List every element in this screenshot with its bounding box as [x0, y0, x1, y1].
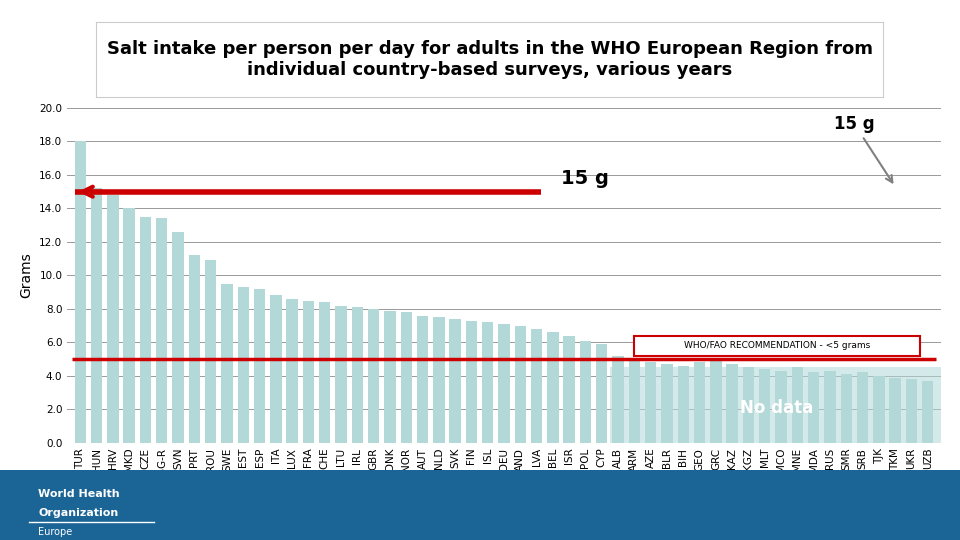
Bar	[776, 371, 787, 443]
Bar	[221, 284, 232, 443]
Bar	[400, 312, 412, 443]
Bar	[759, 369, 771, 443]
Bar	[319, 302, 330, 443]
Bar	[140, 217, 151, 443]
Bar	[890, 377, 900, 443]
Bar	[482, 322, 493, 443]
Bar	[694, 362, 706, 443]
Bar	[661, 364, 673, 443]
Bar	[351, 307, 363, 443]
Bar	[857, 373, 868, 443]
Bar	[188, 255, 200, 443]
Bar	[75, 141, 86, 443]
Bar	[922, 381, 933, 443]
Bar	[108, 195, 118, 443]
Bar	[645, 362, 657, 443]
Bar	[466, 321, 477, 443]
X-axis label: Country: Country	[473, 479, 535, 493]
Bar	[417, 315, 428, 443]
Bar	[515, 326, 526, 443]
Bar	[433, 317, 444, 443]
Text: WHO/FAO RECOMMENDATION - <5 grams: WHO/FAO RECOMMENDATION - <5 grams	[684, 341, 870, 350]
Bar	[449, 319, 461, 443]
Text: 15 g: 15 g	[561, 170, 609, 188]
Bar	[874, 376, 884, 443]
Bar	[91, 188, 103, 443]
Bar	[237, 287, 249, 443]
Bar	[825, 371, 835, 443]
Bar	[384, 310, 396, 443]
Bar	[156, 219, 167, 443]
Bar	[710, 361, 722, 443]
Text: No data: No data	[740, 399, 814, 417]
Text: Organization: Organization	[38, 508, 119, 518]
Bar	[547, 332, 559, 443]
Y-axis label: Grams: Grams	[19, 253, 34, 298]
Bar	[302, 300, 314, 443]
Bar	[727, 364, 738, 443]
Bar	[286, 299, 298, 443]
Bar	[596, 344, 608, 443]
Bar	[610, 367, 944, 443]
Bar	[564, 336, 575, 443]
Bar	[173, 232, 183, 443]
Text: World Health: World Health	[38, 489, 120, 500]
Bar	[635, 336, 920, 356]
Bar	[270, 295, 281, 443]
Bar	[498, 324, 510, 443]
Bar	[743, 367, 755, 443]
Text: 15 g: 15 g	[834, 115, 893, 183]
Bar	[253, 289, 265, 443]
Bar	[629, 359, 640, 443]
Bar	[335, 306, 347, 443]
Bar	[678, 366, 689, 443]
Text: Salt intake per person per day for adults in the WHO European Region from
indivi: Salt intake per person per day for adult…	[107, 40, 873, 79]
Bar	[612, 356, 624, 443]
Bar	[580, 341, 591, 443]
Bar	[124, 208, 134, 443]
Bar	[792, 367, 804, 443]
Bar	[905, 379, 917, 443]
Bar	[531, 329, 542, 443]
Bar	[841, 374, 852, 443]
Bar	[368, 309, 379, 443]
Text: Europe: Europe	[38, 526, 73, 537]
Bar	[204, 260, 216, 443]
Bar	[808, 373, 820, 443]
